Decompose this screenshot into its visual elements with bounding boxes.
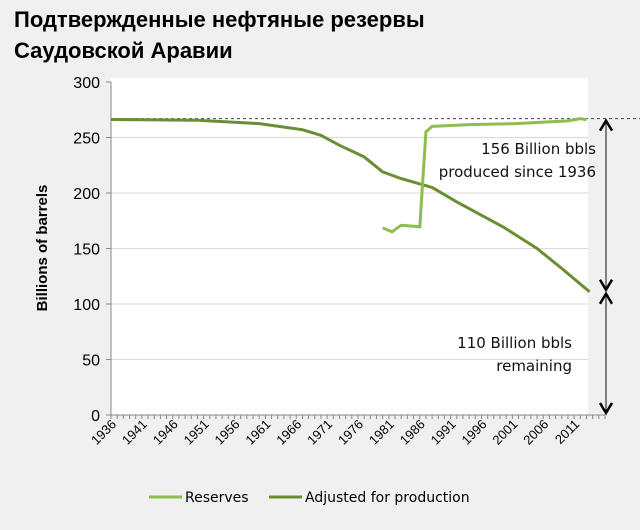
x-tick-label: 1961 [242,417,273,448]
chart-title: Подтвержденные нефтяные резервы Саудовск… [14,4,425,66]
series-line-adjusted-for-production [110,118,591,293]
annotation-text: 110 Billion bbls [457,334,572,352]
x-tick-label: 1956 [212,417,243,448]
y-tick-label: 150 [73,242,100,259]
gridlines [111,137,588,360]
y-tick-label: 200 [73,186,100,203]
x-tick-label: 1986 [397,417,428,448]
x-tick-label: 2006 [520,417,551,448]
x-tick-labels: 1936 1941 1946 1951 1956 1961 1966 1971 1976 1981… [88,417,582,448]
x-tick-label: 1991 [428,417,459,448]
series-line-reserves [382,117,587,234]
x-tick-label: 1941 [119,417,150,448]
axes [106,81,606,419]
x-tick-label: 1946 [150,417,181,448]
y-tick-label: 100 [73,297,100,314]
arrowhead-up-icon [598,118,614,132]
legend-label-reserves: Reserves [185,490,249,506]
legend-label-adjusted: Adjusted for production [305,490,470,506]
y-tick-label: 300 [73,75,100,92]
y-tick-label: 50 [82,353,100,370]
legend: Reserves Adjusted for production [149,490,470,506]
title-line-2: Саудовской Аравии [14,38,233,63]
x-tick-label: 1971 [304,417,335,448]
series-lines [110,117,640,293]
x-tick-label: 1996 [459,417,490,448]
x-tick-label: 2011 [552,417,582,447]
x-tick-label: 2001 [489,417,520,448]
title-line-1: Подтвержденные нефтяные резервы [14,7,425,32]
annotation-text: remaining [496,357,572,375]
annotations: 156 Billion bbls produced since 1936 110 B… [439,118,614,416]
y-axis-label: Billions of barrels [34,185,51,312]
x-tick-label: 1976 [335,417,366,448]
annotation-text: produced since 1936 [439,163,596,181]
plot-area [111,78,588,415]
annotation-text: 156 Billion bbls [481,140,596,158]
x-tick-label: 1951 [181,417,212,448]
y-tick-label: 250 [73,131,100,148]
arrowhead-up-icon [598,291,614,305]
arrowhead-down-icon [598,279,614,293]
y-tick-labels: 0 50 100 150 200 250 300 [73,75,100,425]
x-tick-label: 1966 [273,417,304,448]
y-tick-label: 0 [91,408,100,425]
x-tick-label: 1981 [366,417,397,448]
arrowhead-down-icon [598,402,614,416]
